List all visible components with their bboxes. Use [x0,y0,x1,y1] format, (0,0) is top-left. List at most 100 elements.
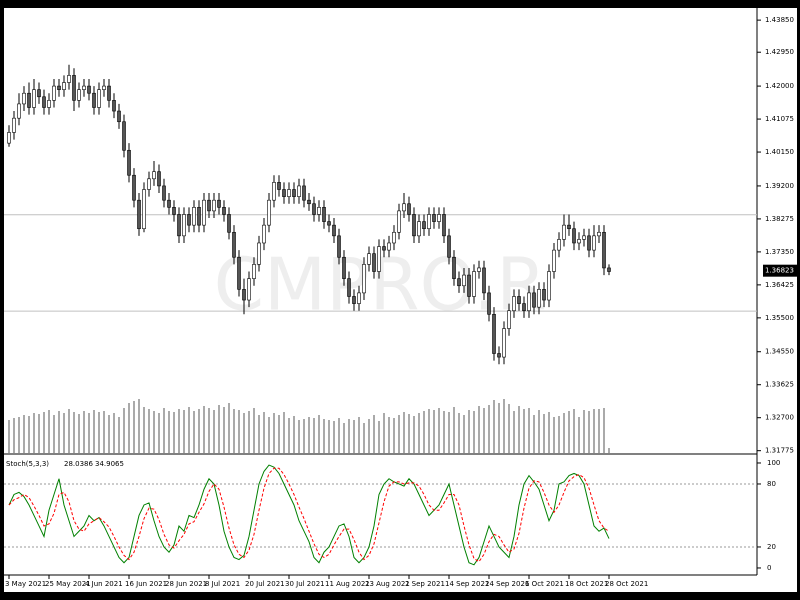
candle-body [497,353,501,358]
x-tick-label: 28 Jun 2021 [165,580,207,588]
candle-body [17,103,21,119]
candle-body [102,85,106,90]
candle-body [152,171,156,180]
candle-body [107,85,111,101]
y-tick-label: 80 [767,480,776,488]
x-tick-label: 25 May 2021 [45,580,91,588]
candle-body [337,235,341,258]
y-tick-label: 1.41075 [765,115,794,123]
y-tick-label: 1.31775 [765,447,794,455]
candle-body [597,231,601,237]
candle-body [37,89,41,98]
y-tick-label: 100 [767,459,780,467]
candle-body [372,253,376,272]
candle-body [472,271,476,297]
candle-body [122,121,126,151]
stoch-line [8,464,610,566]
candle-body [52,85,56,101]
candle-body [127,149,131,176]
candle-body [522,303,526,312]
x-tick-label: 4 Jun 2021 [85,580,123,588]
candle-body [412,214,416,237]
y-tick-label: 1.39200 [765,182,794,190]
candle-body [82,85,86,90]
candle-body [302,185,306,201]
candle-body [452,256,456,279]
candle-body [432,214,436,222]
candle-body [32,89,36,108]
candle-body [212,199,216,212]
candle-body [197,207,201,226]
candle-body [312,203,316,215]
candle-body [317,207,321,215]
candle-body [247,278,251,301]
candle-body [447,235,451,258]
x-tick-label: 16 Jun 2021 [125,580,167,588]
candle-body [272,182,276,201]
candle-body [442,214,446,237]
candle-body [47,100,51,108]
candle-body [572,228,576,244]
candle-body [392,231,396,244]
y-tick-label: 1.32700 [765,414,794,422]
y-tick-label: 1.36425 [765,281,794,289]
candle-body [112,100,116,112]
y-tick-label: 1.34550 [765,348,794,356]
y-tick-label: 1.42950 [765,48,794,56]
x-tick-label: 23 Aug 2021 [365,580,410,588]
candle-body [297,185,301,197]
candle-body [327,221,331,226]
candle-body [417,221,421,237]
candle-body [132,174,136,201]
y-tick-label: 1.35500 [765,314,794,322]
y-tick-label: 1.37350 [765,248,794,256]
candle-body [387,242,391,251]
candle-body [87,85,91,94]
candle-body [292,189,296,197]
candle-body [237,256,241,290]
candle-body [137,199,141,230]
candle-body [437,214,441,222]
current-price-box [763,264,797,277]
candle-body [517,296,521,304]
candle-body [422,221,426,230]
x-tick-label: 6 Oct 2021 [525,580,564,588]
x-tick-label: 3 May 2021 [5,580,46,588]
x-tick-label: 2 Sep 2021 [405,580,445,588]
indicator-value: 28.0386 [64,460,93,468]
candle-body [157,171,161,187]
candle-body [192,207,196,226]
y-tick-label: 1.38275 [765,215,794,223]
candle-body [42,96,46,108]
candle-body [322,207,326,222]
y-tick-label: 1.43850 [765,16,794,24]
candle-body [402,203,406,212]
candle-body [602,231,606,269]
candle-body [457,278,461,287]
candle-body [202,199,206,226]
candle-body [397,210,401,233]
candle-body [487,292,491,315]
candle-body [77,89,81,101]
candle-body [217,199,221,208]
candle-body [562,224,566,240]
x-tick-label: 11 Aug 2021 [325,580,370,588]
candle-body [282,189,286,197]
candle-body [587,235,591,251]
candle-body [97,89,101,108]
candle-body [507,310,511,329]
candle-body [532,292,536,308]
candle-body [462,274,466,287]
candle-body [377,246,381,272]
candle-body [92,92,96,108]
candle-body [482,267,486,294]
x-tick-label: 28 Oct 2021 [605,580,648,588]
candle-body [227,214,231,233]
candle-body [257,242,261,265]
background [4,8,797,592]
candle-body [7,132,11,144]
candle-body [577,239,581,244]
y-tick-label: 20 [767,543,776,551]
candle-body [567,224,571,230]
